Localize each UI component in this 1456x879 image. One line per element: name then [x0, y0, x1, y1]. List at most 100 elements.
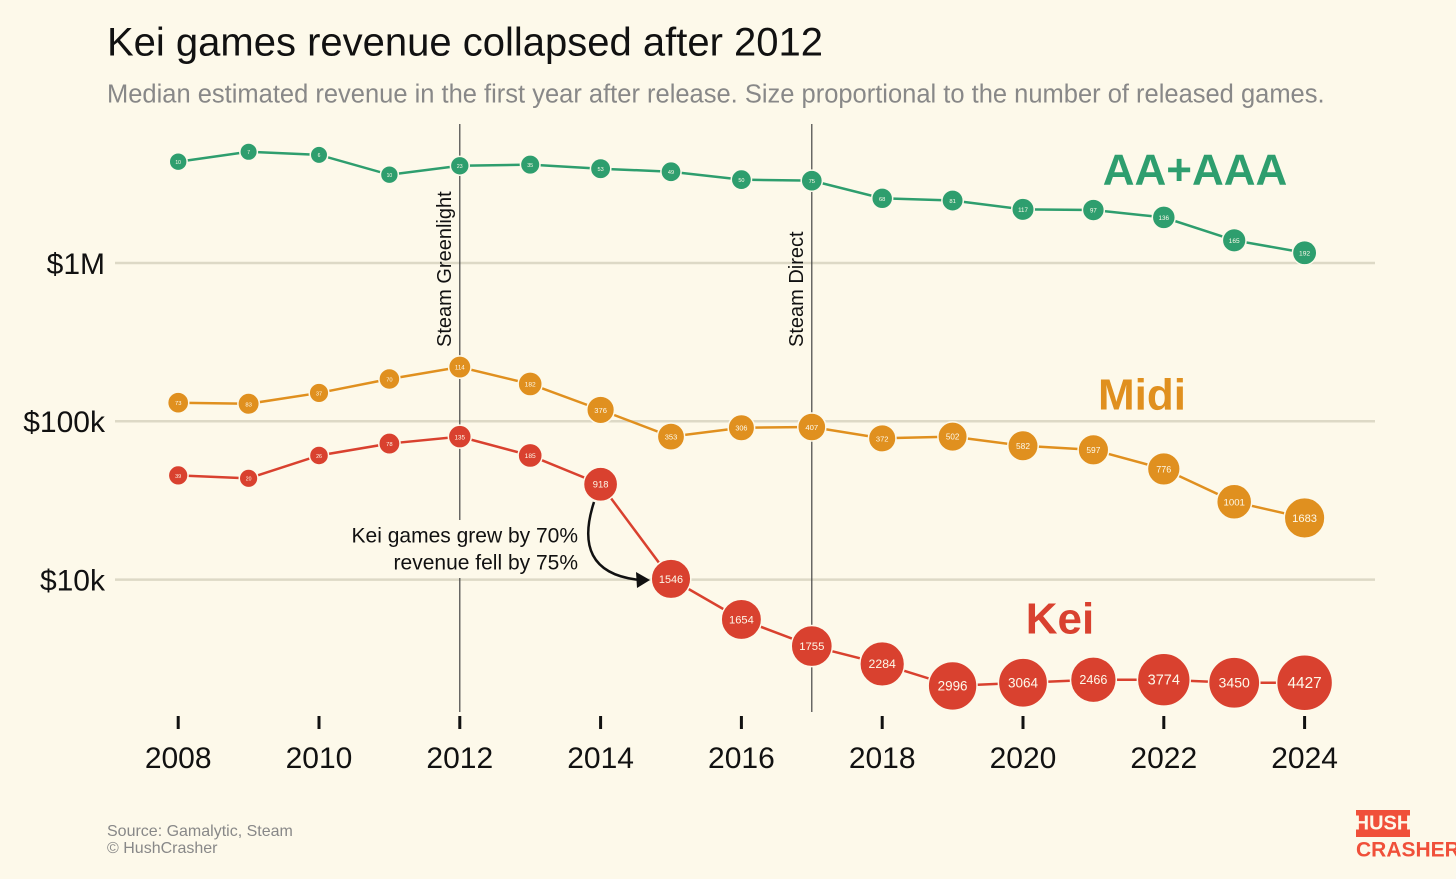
bubble-label: 10 [387, 173, 393, 179]
y-tick-label: $100k [23, 406, 106, 439]
bubble [447, 424, 473, 449]
x-tick-label: 2010 [286, 742, 353, 775]
bubble [927, 660, 978, 712]
bubble-label: 10 [175, 160, 181, 166]
bubble [238, 468, 259, 489]
bubble [870, 187, 894, 210]
bubble-label: 1755 [799, 641, 824, 653]
bubble-label: 3774 [1148, 673, 1180, 689]
bubble [239, 142, 259, 162]
bubble [796, 412, 827, 442]
bubble-label: 78 [386, 442, 393, 448]
bubble [941, 189, 965, 212]
bubble-label: 776 [1156, 464, 1171, 474]
bubble [449, 155, 470, 176]
bubble [517, 442, 544, 469]
bubble-label: 81 [949, 199, 956, 205]
bubble [1207, 656, 1261, 710]
series-label: Kei [1026, 595, 1094, 644]
bubble [1081, 198, 1106, 222]
annotation-arrow [587, 501, 641, 582]
bubble [1011, 197, 1035, 222]
bubble-label: 73 [175, 401, 181, 407]
x-tick-label: 2014 [567, 742, 634, 775]
bubble [582, 466, 619, 503]
bubble [519, 154, 541, 176]
bubble-label: 2284 [869, 657, 896, 671]
bubble-label: 6 [318, 153, 321, 159]
bubble-label: 502 [946, 433, 960, 442]
bubble-label: 97 [1090, 209, 1097, 215]
bubble-label: 918 [593, 479, 609, 490]
x-tick-label: 2024 [1271, 742, 1338, 775]
bubble-label: 1546 [659, 574, 683, 586]
bubble [1215, 483, 1253, 521]
x-tick-label: 2008 [145, 742, 212, 775]
y-tick-label: $10k [40, 564, 106, 597]
bubble [656, 422, 686, 451]
source: Source: Gamalytic, Steam [107, 823, 293, 840]
bubble [1283, 496, 1326, 540]
bubble [237, 392, 261, 416]
bubble-label: 49 [668, 170, 674, 176]
bubble-label: 53 [597, 167, 603, 173]
bubble [378, 367, 401, 391]
bubble-label: 582 [1016, 441, 1030, 451]
x-tick-label: 2012 [426, 742, 493, 775]
bubble-label: 192 [1299, 251, 1310, 258]
y-tick-label: $1M [47, 248, 105, 281]
bubble-label: 26 [316, 454, 322, 460]
bubble-label: 1683 [1292, 513, 1317, 525]
bubble-label: 4427 [1288, 675, 1322, 692]
series-label: Midi [1098, 371, 1186, 420]
bubble [727, 413, 756, 442]
logo-box [1356, 810, 1410, 837]
bubble [1146, 451, 1181, 487]
source: © HushCrasher [107, 840, 218, 857]
bubble-label: 70 [386, 378, 392, 384]
bubble [650, 558, 692, 600]
bubble-label: 20 [246, 477, 252, 483]
bubble [997, 657, 1049, 709]
logo-text: CRASHER [1356, 839, 1456, 862]
bubble [859, 640, 906, 688]
series: 10 7 6 10 23 35 53 49 50 75 68 81 117 97 136 165 192 AA+A… [166, 142, 1334, 712]
bubble [800, 169, 824, 193]
bubble-label: 372 [876, 434, 889, 443]
bubble [1069, 656, 1118, 704]
bubble [168, 152, 188, 172]
bubble [1136, 652, 1191, 707]
bubble-label: 68 [879, 197, 885, 203]
bubble-label: 35 [527, 163, 533, 169]
bubble-label: 165 [1229, 238, 1240, 245]
bubble [1275, 654, 1334, 712]
bubble-label: 597 [1086, 445, 1100, 455]
bubble [517, 371, 543, 397]
bubble-label: 3064 [1008, 675, 1039, 690]
bubble [308, 445, 330, 466]
bubble-label: 407 [805, 423, 818, 432]
event-label: Steam Greenlight [434, 191, 456, 347]
bubble [730, 168, 753, 191]
bubble-label: 83 [245, 402, 252, 408]
annotation: Kei games grew by 70% revenue fell by 75… [322, 501, 650, 588]
series-label: AA+AAA [1103, 146, 1288, 195]
bubble [308, 382, 330, 404]
bubble [378, 432, 401, 455]
bubble-label: 37 [316, 391, 322, 397]
bubble [720, 598, 763, 641]
bubble-label: 136 [1159, 215, 1170, 222]
chart-title: Kei games revenue collapsed after 2012 [107, 21, 823, 65]
event-label: Steam Direct [786, 231, 808, 347]
x-tick-label: 2020 [990, 742, 1057, 775]
annotation-text: Kei games grew by 70% [352, 525, 578, 548]
bubble-label: 117 [1018, 207, 1028, 214]
bubble [589, 157, 612, 180]
bubble-label: 2466 [1079, 673, 1107, 687]
bubble-label: 50 [738, 178, 744, 184]
annotation-background [322, 520, 584, 578]
bubble-label: 1654 [729, 614, 754, 626]
bubble-label: 114 [455, 365, 465, 372]
bubble [1151, 205, 1177, 230]
